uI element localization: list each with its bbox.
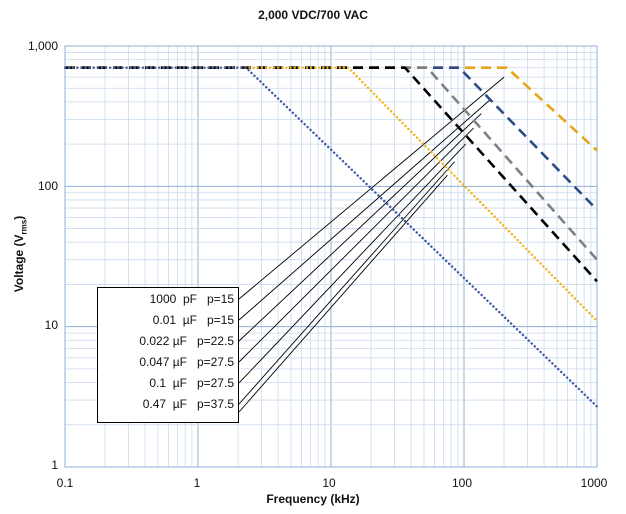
x-axis-label: Frequency (kHz) xyxy=(266,492,360,506)
plot-frame xyxy=(64,45,598,468)
legend-entry: 0.022 µF p=22.5 xyxy=(139,334,234,348)
legend-entry: 0.47 µF p=37.5 xyxy=(142,397,234,411)
legend: 1000 pF p=15 0.01 µF p=15 0.022 µF p=22.… xyxy=(97,287,239,423)
legend-entry: 0.01 µF p=15 xyxy=(152,313,234,327)
legend-entry: 0.1 µF p=27.5 xyxy=(149,376,234,390)
series-line-4 xyxy=(65,66,598,283)
leader-line xyxy=(238,174,448,413)
leader-line xyxy=(238,113,482,342)
y-tick-label: 1 xyxy=(51,458,58,472)
y-axis-label: Voltage (Vrms) xyxy=(12,215,29,293)
leader-line xyxy=(238,76,505,300)
x-tick-label: 1000 xyxy=(580,476,608,490)
x-tick-label: 100 xyxy=(451,476,473,490)
chart-title: 2,000 VDC/700 VAC xyxy=(258,8,368,22)
series-line-6 xyxy=(63,66,599,408)
x-tick-label: 1 xyxy=(193,476,201,490)
x-tick-label: 0.1 xyxy=(56,476,74,490)
y-tick-label: 10 xyxy=(44,318,58,332)
leader-line xyxy=(238,98,492,321)
leader-line xyxy=(238,143,467,384)
leader-line xyxy=(238,127,474,363)
legend-entry: 0.047 µF p=27.5 xyxy=(139,355,234,369)
leader-line xyxy=(238,161,455,405)
x-tick-label: 10 xyxy=(322,476,336,490)
y-tick-label: 100 xyxy=(37,179,58,193)
y-tick-label: 1,000 xyxy=(27,39,58,53)
legend-entry: 1000 pF p=15 xyxy=(149,292,234,306)
